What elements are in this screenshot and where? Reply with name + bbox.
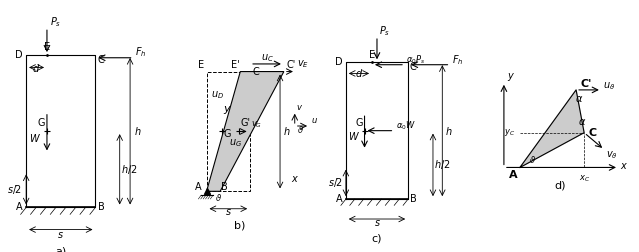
Polygon shape [206, 72, 284, 191]
Text: B: B [410, 194, 417, 204]
Text: $u$: $u$ [311, 116, 318, 125]
Text: $d$: $d$ [33, 61, 41, 74]
Text: $y$: $y$ [507, 71, 514, 83]
Text: $h$: $h$ [283, 125, 290, 137]
Text: a): a) [55, 246, 66, 252]
Text: G: G [356, 118, 364, 128]
Polygon shape [520, 90, 584, 167]
Text: A: A [194, 182, 201, 192]
Text: $W$: $W$ [348, 130, 360, 142]
Text: $v_G$: $v_G$ [250, 119, 262, 130]
Text: C: C [98, 55, 104, 65]
Text: $F_h$: $F_h$ [135, 46, 146, 59]
Text: B: B [221, 182, 228, 192]
Text: b): b) [233, 220, 245, 230]
Text: $x_C$: $x_C$ [578, 174, 590, 184]
Text: $y_C$: $y_C$ [504, 127, 516, 138]
Text: $h/2$: $h/2$ [121, 163, 137, 176]
Text: $P_s$: $P_s$ [380, 24, 390, 38]
Text: E: E [198, 60, 204, 70]
Text: A: A [336, 194, 343, 204]
Text: C: C [589, 128, 597, 138]
Text: E': E' [231, 60, 239, 70]
Text: $x$: $x$ [291, 174, 299, 183]
Text: $d$: $d$ [355, 67, 363, 79]
Text: E: E [369, 50, 375, 60]
Text: c): c) [372, 233, 382, 243]
Text: $u_G$: $u_G$ [229, 137, 242, 149]
Text: A: A [509, 170, 518, 180]
Text: $\vartheta$: $\vartheta$ [297, 123, 304, 135]
Text: $s/2$: $s/2$ [328, 176, 343, 190]
Text: d): d) [554, 181, 566, 191]
Text: $y$: $y$ [223, 104, 232, 116]
Text: A: A [16, 202, 23, 212]
Text: $W$: $W$ [29, 132, 41, 144]
Text: C': C' [286, 60, 295, 71]
Text: $v$: $v$ [296, 103, 304, 112]
Text: $s$: $s$ [225, 207, 232, 217]
Text: $h/2$: $h/2$ [435, 159, 450, 171]
Text: $s$: $s$ [58, 230, 65, 240]
Text: C: C [252, 67, 259, 77]
Text: E: E [44, 42, 50, 52]
Text: $v_\vartheta$: $v_\vartheta$ [606, 149, 617, 161]
Text: $h$: $h$ [134, 125, 141, 137]
Text: $u_C$: $u_C$ [261, 52, 273, 64]
Text: $v_E$: $v_E$ [297, 58, 309, 70]
Text: $s/2$: $s/2$ [8, 183, 23, 196]
Text: C: C [410, 62, 417, 72]
Text: $\alpha_0 P_s$: $\alpha_0 P_s$ [406, 54, 426, 66]
Text: D: D [335, 57, 343, 67]
Text: $\alpha_0 W$: $\alpha_0 W$ [396, 120, 416, 132]
Text: G: G [224, 129, 231, 139]
Text: B: B [98, 202, 104, 212]
Text: $\vartheta$: $\vartheta$ [215, 192, 222, 203]
Text: $s$: $s$ [374, 218, 380, 229]
Text: $x$: $x$ [620, 161, 629, 171]
Text: $F_h$: $F_h$ [452, 53, 463, 67]
Text: $u_\vartheta$: $u_\vartheta$ [603, 80, 615, 91]
Text: $\alpha$: $\alpha$ [578, 117, 586, 127]
Text: $h$: $h$ [445, 125, 453, 137]
Text: G': G' [240, 118, 250, 128]
Text: $\alpha$: $\alpha$ [575, 94, 583, 104]
Text: G: G [37, 118, 45, 128]
Text: $\vartheta$: $\vartheta$ [528, 154, 535, 165]
Text: D: D [15, 50, 23, 60]
Text: C': C' [580, 79, 592, 89]
Text: $P_s$: $P_s$ [50, 15, 61, 29]
Text: $u_D$: $u_D$ [211, 90, 224, 102]
